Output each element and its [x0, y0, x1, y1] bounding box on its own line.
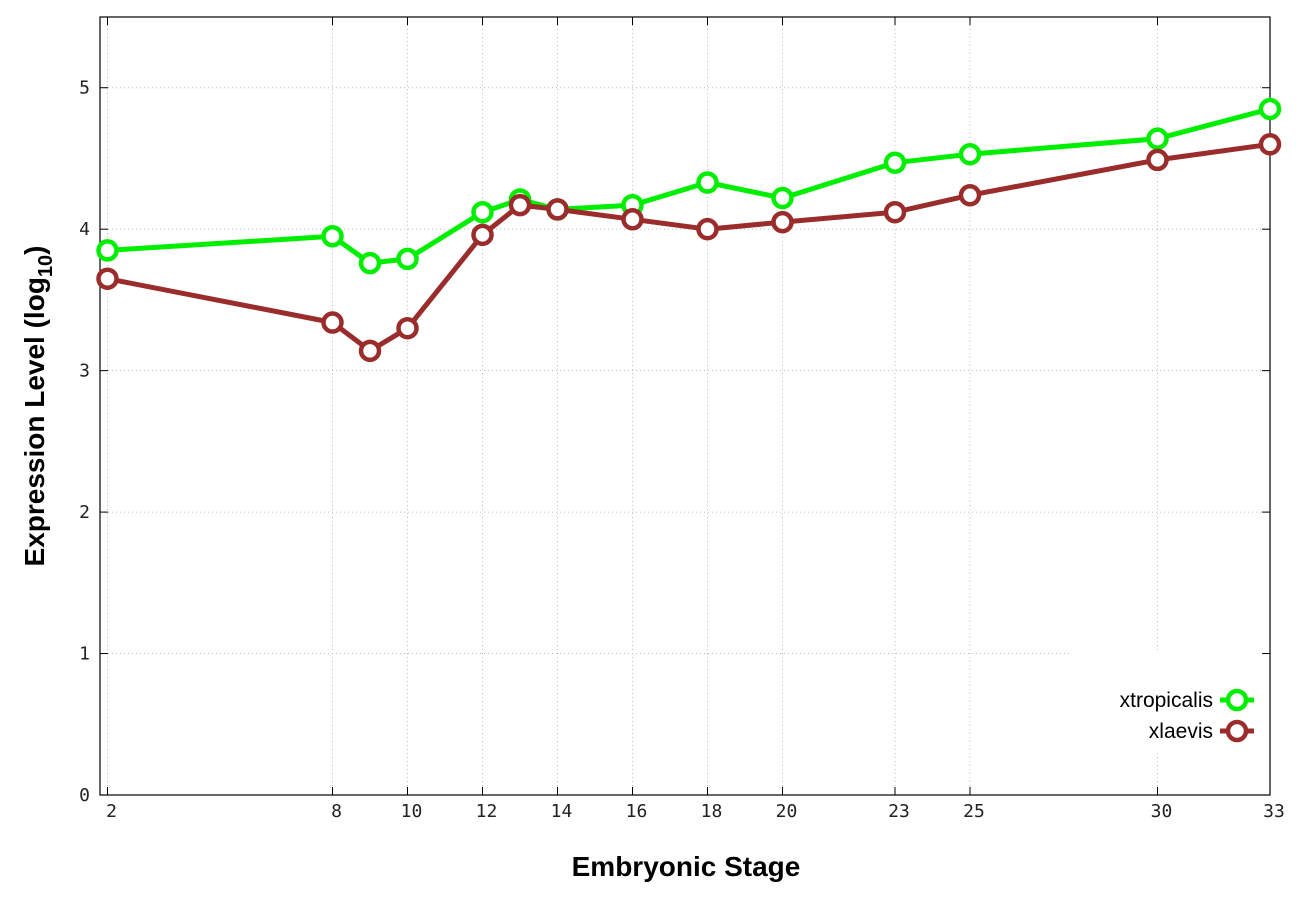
y-tick-label: 0: [79, 785, 90, 806]
data-point-xlaevis: [396, 316, 419, 340]
x-tick-label: 14: [551, 801, 573, 822]
x-tick-label: 23: [888, 801, 910, 822]
y-axis-title-main: Expression Level (log: [19, 277, 50, 566]
x-tick-label: 12: [476, 801, 498, 822]
y-tick-label: 4: [79, 219, 90, 240]
data-point-xlaevis: [96, 267, 119, 290]
data-point-xlaevis: [958, 183, 982, 207]
y-tick-label: 2: [79, 502, 90, 523]
data-point-xtropicalis: [321, 225, 344, 248]
data-point-xtropicalis: [771, 186, 794, 210]
series-layer: [96, 97, 1282, 363]
data-point-xlaevis: [508, 193, 532, 217]
data-point-xlaevis: [471, 223, 494, 247]
y-tick-label: 5: [79, 78, 90, 99]
data-point-xlaevis: [621, 208, 644, 231]
x-tick-label: 25: [963, 801, 985, 822]
y-axis-title-subscript: 10: [35, 255, 57, 277]
y-axis-title: Expression Level (log10): [19, 246, 57, 567]
data-point-xlaevis: [1258, 133, 1282, 156]
plot-frame: [99, 16, 1271, 796]
data-point-xtropicalis: [958, 142, 982, 166]
x-tick-label: 16: [626, 801, 648, 822]
y-tick-label: 1: [79, 644, 90, 665]
data-point-xlaevis: [883, 200, 907, 224]
data-point-xlaevis: [1146, 148, 1169, 172]
data-point-xtropicalis: [358, 251, 382, 275]
data-point-xtropicalis: [96, 239, 119, 262]
y-tick-label: 3: [79, 361, 90, 382]
x-tick-label: 8: [331, 801, 342, 822]
series-line-xlaevis: [107, 141, 1271, 354]
data-point-xtropicalis: [396, 247, 419, 271]
y-axis-title-close: ): [19, 246, 50, 255]
legend-swatch-marker: [1225, 688, 1249, 712]
x-tick-label: 33: [1263, 801, 1285, 822]
series-line-xtropicalis: [107, 106, 1271, 266]
x-axis-title: Embryonic Stage: [572, 851, 801, 882]
data-point-xtropicalis: [696, 171, 719, 194]
data-point-xlaevis: [546, 198, 569, 221]
data-point-xtropicalis: [471, 200, 494, 224]
data-point-xlaevis: [321, 311, 344, 334]
legend-label-xtropicalis: xtropicalis: [1120, 689, 1213, 712]
x-tick-label: 2: [106, 801, 117, 822]
x-tick-label: 10: [401, 801, 423, 822]
legend-swatch-marker: [1225, 719, 1249, 743]
x-tick-label: 30: [1151, 801, 1173, 822]
data-point-xtropicalis: [1258, 97, 1282, 121]
data-point-xlaevis: [771, 210, 794, 234]
data-point-xtropicalis: [883, 151, 907, 174]
data-point-xlaevis: [696, 217, 719, 241]
grid: [100, 17, 1271, 795]
x-tick-label: 20: [776, 801, 798, 822]
legend-label-xlaevis: xlaevis: [1149, 720, 1213, 743]
legend: xtropicalis xlaevis: [1072, 650, 1262, 750]
data-point-xtropicalis: [1146, 127, 1169, 150]
data-point-xlaevis: [358, 339, 382, 363]
x-tick-label: 18: [701, 801, 723, 822]
